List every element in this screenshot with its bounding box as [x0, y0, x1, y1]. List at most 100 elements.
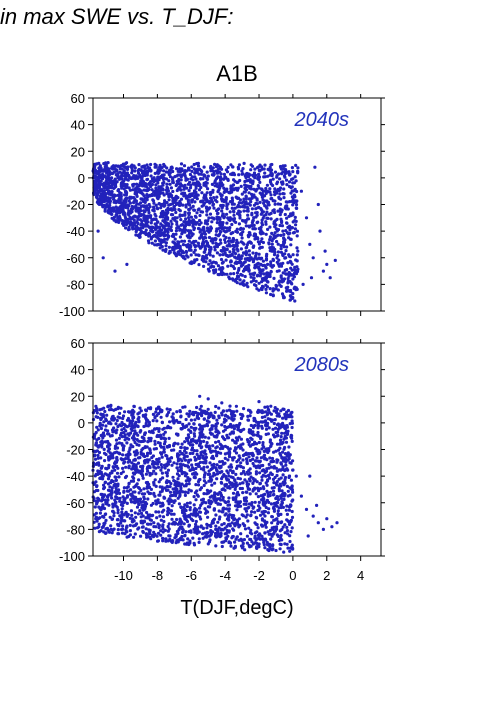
data-point	[230, 198, 235, 203]
data-point	[270, 456, 275, 461]
data-point	[111, 502, 115, 506]
data-point	[264, 258, 269, 262]
data-point	[137, 163, 141, 167]
data-point	[193, 248, 197, 252]
data-point	[124, 429, 128, 433]
data-point	[162, 442, 167, 446]
data-point	[109, 171, 113, 175]
data-point	[192, 191, 196, 195]
data-point	[247, 442, 251, 447]
data-point	[281, 450, 285, 454]
data-point	[209, 164, 213, 169]
data-point	[170, 222, 174, 226]
data-point	[206, 219, 210, 223]
data-point	[188, 515, 192, 519]
data-point	[158, 246, 162, 250]
data-point	[94, 171, 99, 175]
data-point	[232, 517, 237, 521]
data-point	[151, 419, 155, 423]
data-point	[275, 442, 280, 446]
data-point	[95, 502, 99, 506]
data-point	[162, 432, 166, 436]
data-point	[256, 430, 260, 435]
data-point	[280, 431, 284, 435]
data-point	[278, 262, 283, 266]
data-point	[118, 195, 123, 199]
data-point	[260, 280, 264, 284]
data-point	[252, 276, 256, 280]
data-point	[241, 442, 245, 446]
data-point	[168, 250, 172, 254]
data-point	[167, 198, 171, 202]
data-point	[175, 182, 179, 186]
data-point	[258, 274, 262, 278]
data-point	[295, 253, 299, 257]
data-point	[235, 271, 240, 275]
data-point	[182, 164, 187, 168]
data-point	[258, 481, 262, 485]
data-point	[194, 498, 198, 502]
data-point	[293, 227, 297, 231]
data-point	[249, 275, 253, 279]
data-point	[270, 460, 274, 464]
data-point	[288, 259, 292, 263]
data-point	[250, 224, 254, 228]
data-point	[290, 177, 294, 181]
data-point	[253, 417, 257, 421]
data-point	[252, 193, 256, 197]
data-point	[154, 203, 158, 207]
data-point	[275, 407, 279, 411]
y-tick-label: 40	[71, 118, 85, 133]
data-point	[221, 429, 226, 433]
data-point	[203, 247, 207, 251]
data-point	[245, 460, 249, 464]
data-point	[202, 264, 206, 268]
data-point	[256, 184, 260, 188]
data-point	[96, 469, 100, 473]
data-point	[219, 257, 224, 262]
data-point	[147, 464, 151, 468]
data-point	[238, 210, 242, 214]
data-point	[221, 507, 225, 511]
data-point	[279, 247, 283, 251]
data-point	[124, 510, 128, 514]
data-point	[264, 232, 268, 236]
data-point	[291, 468, 295, 472]
data-point	[138, 173, 142, 177]
data-point	[102, 447, 106, 451]
data-point	[159, 533, 163, 537]
data-point	[205, 208, 209, 212]
data-point	[102, 483, 106, 487]
data-point	[186, 199, 190, 203]
data-point	[193, 171, 197, 175]
data-point	[255, 274, 259, 278]
data-point	[284, 272, 288, 276]
data-point	[235, 276, 239, 281]
data-point	[188, 172, 192, 177]
data-point	[194, 466, 198, 471]
data-point	[123, 213, 127, 217]
data-point	[267, 168, 271, 172]
data-point	[169, 509, 174, 513]
data-point	[184, 250, 189, 254]
data-point	[176, 477, 180, 481]
data-point	[212, 172, 216, 176]
data-point	[177, 490, 181, 494]
data-point	[266, 511, 270, 515]
data-point	[103, 498, 107, 502]
data-point	[241, 448, 245, 452]
data-point	[273, 231, 277, 235]
data-point	[194, 186, 198, 190]
data-point	[231, 438, 235, 442]
data-point	[286, 225, 290, 229]
data-point	[257, 227, 261, 231]
data-point	[174, 243, 178, 247]
data-point	[131, 224, 135, 228]
data-point	[148, 448, 152, 452]
data-point	[321, 269, 325, 273]
data-point	[111, 430, 115, 434]
data-point	[256, 206, 260, 210]
data-point	[243, 183, 247, 187]
data-point	[157, 185, 161, 189]
